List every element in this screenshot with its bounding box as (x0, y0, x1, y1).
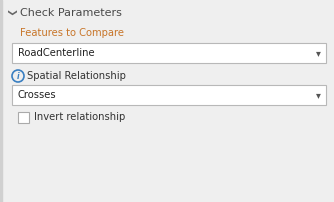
Text: ▾: ▾ (316, 90, 320, 100)
Text: ▾: ▾ (316, 48, 320, 58)
FancyBboxPatch shape (12, 85, 326, 105)
Bar (0, 0, 2, 202)
Text: Check Parameters: Check Parameters (20, 8, 122, 18)
FancyBboxPatch shape (12, 43, 326, 63)
Text: ❯: ❯ (5, 9, 14, 17)
Text: Invert relationship: Invert relationship (34, 113, 125, 122)
Text: Spatial Relationship: Spatial Relationship (27, 71, 126, 81)
Text: RoadCenterline: RoadCenterline (18, 48, 95, 58)
Text: Features to Compare: Features to Compare (20, 28, 124, 38)
Text: i: i (17, 72, 19, 81)
Text: Crosses: Crosses (18, 90, 57, 100)
FancyBboxPatch shape (18, 112, 29, 123)
